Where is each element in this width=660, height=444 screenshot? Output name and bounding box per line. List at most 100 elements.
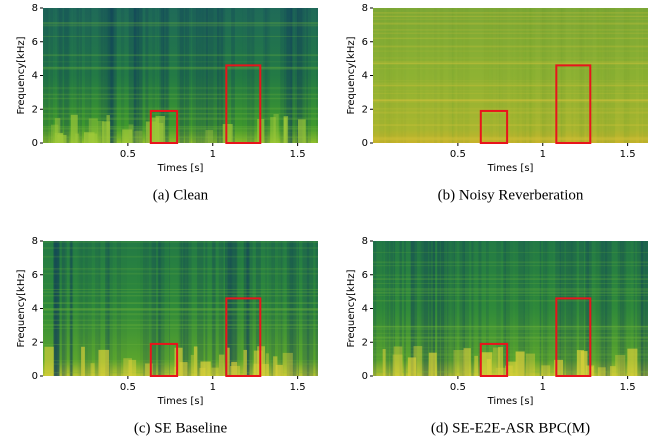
y-tick-label: 0 (32, 371, 38, 382)
spectrogram-texture (627, 348, 638, 376)
spectrogram-texture (605, 8, 611, 143)
spectrogram-texture (43, 295, 318, 297)
spectrogram-texture (43, 309, 318, 311)
spectrogram-texture (597, 367, 606, 376)
spectrogram-texture (184, 241, 189, 376)
spectrogram-texture (463, 348, 471, 376)
spectrogram-texture (43, 308, 318, 309)
spectrogram-texture (377, 241, 383, 376)
spectrogram-texture (595, 241, 601, 376)
spectrogram-texture (267, 8, 271, 143)
spectrogram-texture (90, 363, 95, 376)
spectrogram-texture (43, 127, 318, 130)
subfigure-caption: (d) SE-E2E-ASR BPC(M) (431, 420, 590, 436)
spectrogram-texture (464, 241, 470, 376)
spectrogram-texture (292, 8, 299, 143)
spectrogram-texture (428, 241, 432, 376)
spectrogram-texture (373, 68, 648, 70)
spectrogram-texture (183, 241, 188, 376)
spectrogram-texture (246, 241, 253, 376)
spectrogram-texture (386, 8, 391, 143)
spectrogram-texture (192, 8, 198, 143)
spectrogram-texture (133, 8, 140, 143)
spectrogram-texture (84, 241, 92, 376)
spectrogram-texture (197, 241, 204, 376)
spectrogram-texture (478, 241, 482, 376)
spectrogram-texture (586, 8, 589, 143)
spectrogram-background (373, 241, 648, 376)
spectrogram-texture (373, 18, 648, 20)
spectrogram-texture (373, 57, 648, 59)
spectrogram-texture (79, 241, 84, 376)
spectrogram-texture (373, 328, 648, 330)
y-tick-label: 8 (362, 236, 368, 247)
spectrogram-texture (529, 8, 533, 143)
spectrogram-texture (387, 8, 392, 143)
spectrogram-texture (98, 241, 100, 376)
x-tick-label: 0.5 (450, 149, 466, 160)
spectrogram-texture (579, 8, 585, 143)
spectrogram-texture (506, 241, 514, 376)
spectrogram-texture (501, 8, 508, 143)
spectrogram-texture (54, 118, 61, 143)
x-tick-label: 0.5 (120, 149, 136, 160)
y-tick-label: 6 (362, 270, 368, 281)
spectrogram-texture (644, 241, 648, 376)
spectrogram-texture (373, 85, 648, 87)
spectrogram-texture (302, 241, 310, 376)
spectrogram-texture (560, 8, 566, 143)
spectrogram-texture (179, 241, 182, 376)
spectrogram-texture (43, 272, 318, 275)
spectrogram-texture (133, 8, 138, 143)
spectrogram-texture (43, 313, 318, 316)
spectrogram-texture (373, 99, 648, 102)
spectrogram-texture (179, 241, 181, 376)
spectrogram-texture (43, 302, 318, 304)
spectrogram-texture (603, 8, 607, 143)
spectrogram-texture (554, 359, 564, 376)
x-axis-label: Times [s] (157, 163, 204, 174)
spectrogram-texture (165, 8, 168, 143)
spectrogram-texture (373, 46, 648, 48)
spectrogram-texture (112, 8, 117, 143)
spectrogram-texture (70, 114, 78, 143)
spectrogram-texture (77, 241, 83, 376)
spectrogram-texture (245, 241, 250, 376)
spectrogram-texture (571, 241, 577, 376)
highlight-box (479, 342, 509, 377)
subfigure-caption: (a) Clean (153, 187, 209, 203)
spectrogram-texture (471, 241, 473, 376)
spectrogram-texture (373, 62, 648, 65)
spectrogram-texture (440, 8, 443, 143)
highlight-box (225, 297, 262, 377)
spectrogram-texture (373, 288, 648, 290)
spectrogram-texture (116, 241, 121, 376)
spectrogram-texture (95, 241, 101, 376)
spectrogram-texture (633, 241, 636, 376)
spectrogram-texture (180, 241, 185, 376)
spectrogram-texture (201, 8, 209, 143)
spectrogram-texture (384, 241, 390, 376)
spectrogram-texture (43, 23, 318, 26)
spectrogram-texture (216, 8, 224, 143)
spectrogram-texture (160, 8, 164, 143)
y-tick-label: 4 (362, 304, 368, 315)
spectrogram-texture (373, 23, 648, 25)
spectrogram-texture (79, 8, 82, 143)
spectrogram (373, 8, 648, 143)
spectrogram-texture (373, 251, 648, 253)
spectrogram-texture (523, 8, 526, 143)
spectrogram-texture (484, 8, 489, 143)
y-tick-label: 8 (32, 236, 38, 247)
spectrogram-texture (216, 8, 219, 143)
spectrogram-texture (373, 107, 648, 110)
spectrogram-texture (562, 241, 567, 376)
spectrogram-texture (53, 241, 60, 376)
spectrogram-texture (43, 132, 318, 133)
spectrogram-texture (43, 135, 318, 138)
y-tick-label: 4 (362, 71, 368, 82)
spectrogram-texture (235, 241, 242, 376)
spectrogram-texture (43, 97, 318, 100)
spectrogram-texture (134, 130, 143, 143)
y-axis-label: Frequency[kHz] (346, 36, 357, 114)
